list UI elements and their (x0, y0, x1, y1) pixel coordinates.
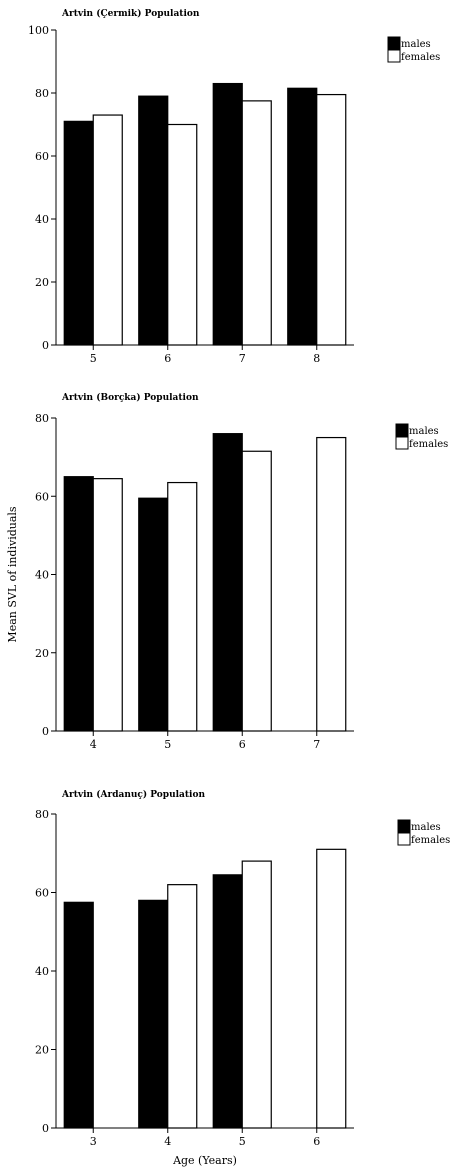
x-tick-label: 8 (313, 352, 320, 365)
bar-males-3 (63, 901, 94, 1129)
legend-label-males: males (401, 39, 431, 50)
y-tick-label: 0 (42, 1122, 49, 1135)
x-tick-label: 6 (164, 352, 171, 365)
x-tick-label: 6 (313, 1135, 320, 1148)
bar-females-7 (316, 436, 347, 732)
legend-swatch-males (387, 36, 401, 50)
bar-females-4 (92, 478, 123, 732)
bar-females-8 (316, 93, 347, 346)
x-tick-label: 4 (90, 738, 97, 751)
legend-label-males: males (409, 426, 439, 437)
bar-females-5 (241, 860, 272, 1129)
x-tick-label: 4 (164, 1135, 171, 1148)
bar-females-6 (316, 848, 347, 1129)
y-tick-label: 40 (35, 213, 49, 226)
y-tick-label: 20 (35, 276, 49, 289)
y-tick-label: 80 (35, 412, 49, 425)
y-tick-label: 0 (42, 339, 49, 352)
chart-title: Artvin (Çermik) Population (61, 8, 200, 19)
legend-swatch-males (397, 819, 411, 833)
chart-title: Artvin (Ardanuç) Population (61, 789, 205, 800)
legend-label-females: females (401, 52, 440, 63)
bar-males-5 (138, 497, 169, 732)
legend-swatch-females (387, 49, 401, 63)
bar-males-4 (63, 476, 94, 732)
y-tick-label: 20 (35, 647, 49, 660)
bar-males-7 (212, 82, 243, 346)
bar-males-4 (138, 899, 169, 1129)
y-tick-label: 60 (35, 887, 49, 900)
bar-females-5 (92, 114, 123, 346)
y-tick-label: 40 (35, 965, 49, 978)
legend-label-males: males (411, 822, 441, 833)
y-tick-label: 20 (35, 1044, 49, 1057)
x-tick-label: 3 (90, 1135, 97, 1148)
bar-males-8 (287, 87, 318, 346)
y-tick-label: 80 (35, 87, 49, 100)
chart-1: Artvin (Çermik) Population 0 20 40 60 80 100 5 6… (28, 8, 440, 365)
y-tick-label: 60 (35, 490, 49, 503)
legend-label-females: females (409, 439, 448, 450)
bar-females-4 (167, 884, 198, 1129)
x-tick-label: 5 (90, 352, 97, 365)
x-tick-label: 5 (239, 1135, 246, 1148)
bar-females-6 (241, 450, 272, 732)
legend-swatch-females (397, 832, 411, 846)
legend-swatch-males (395, 423, 409, 437)
chart-title: Artvin (Borçka) Population (61, 392, 199, 403)
bar-females-5 (167, 481, 198, 732)
bar-males-5 (63, 120, 94, 346)
bar-males-5 (212, 874, 243, 1129)
y-tick-label: 60 (35, 150, 49, 163)
chart-2: Artvin (Borçka) Population 0 20 40 60 80 4 5 6 7 m… (6, 392, 448, 751)
y-tick-label: 100 (28, 24, 49, 37)
chart-3: Artvin (Ardanuç) Population 0 20 40 60 80 3 4 5 6… (35, 789, 450, 1167)
x-tick-label: 6 (239, 738, 246, 751)
legend-swatch-females (395, 436, 409, 450)
bar-males-6 (212, 433, 243, 732)
y-tick-label: 80 (35, 808, 49, 821)
bar-females-7 (241, 100, 272, 346)
bar-females-6 (167, 123, 198, 346)
bar-males-6 (138, 95, 169, 346)
y-tick-label: 0 (42, 725, 49, 738)
y-axis-label: Mean SVL of individuals (6, 506, 19, 642)
x-tick-label: 5 (164, 738, 171, 751)
y-tick-label: 40 (35, 569, 49, 582)
x-tick-label: 7 (313, 738, 320, 751)
x-axis-label: Age (Years) (172, 1154, 237, 1167)
legend-label-females: females (411, 835, 450, 846)
x-tick-label: 7 (239, 352, 246, 365)
